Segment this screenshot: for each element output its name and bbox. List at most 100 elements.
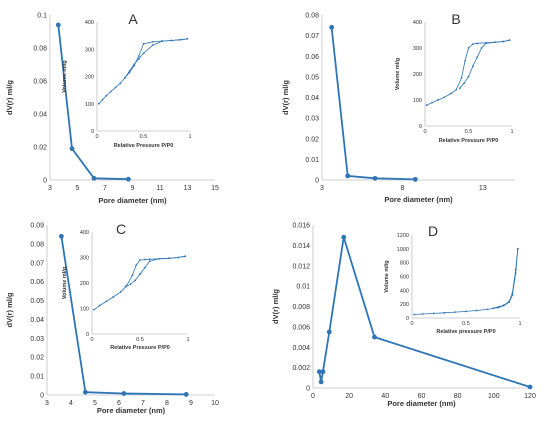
data-point bbox=[131, 274, 134, 277]
data-point bbox=[437, 99, 439, 101]
x-tick-label: 20 bbox=[345, 393, 353, 400]
y-tick-label: 0 bbox=[40, 393, 44, 400]
data-point bbox=[121, 391, 127, 396]
x-tick-label: 120 bbox=[524, 393, 536, 400]
inset-x-axis-label: Relative Pressure P/P0 bbox=[439, 138, 499, 144]
data-point bbox=[124, 76, 126, 79]
inset-y-axis-label: Volume ml/g bbox=[62, 267, 68, 299]
data-point bbox=[421, 313, 424, 315]
y-tick-label: 0.05 bbox=[305, 74, 319, 81]
y-tick-label: 0.008 bbox=[292, 304, 310, 311]
y-tick-label: 0.09 bbox=[30, 223, 44, 230]
data-point bbox=[458, 87, 461, 90]
panel-letter: D bbox=[428, 223, 438, 239]
y-tick-label: 0.02 bbox=[305, 136, 319, 143]
y-tick-label: 0 bbox=[315, 178, 319, 185]
y-tick-label: 0 bbox=[91, 129, 94, 135]
x-tick-label: 0 bbox=[90, 337, 93, 343]
data-point bbox=[98, 304, 101, 307]
data-point bbox=[476, 42, 479, 45]
main-plot-B: 3 8 13 0 0.01 0.02 0.03 0.04 0.05 0.06 0.07 0.08 Por… bbox=[281, 11, 515, 204]
y-tick-label: 0.05 bbox=[30, 298, 44, 305]
y-axis-label: dV(r) ml/g bbox=[281, 80, 290, 115]
data-point bbox=[455, 88, 458, 91]
x-tick-label: 0 bbox=[95, 134, 98, 140]
y-tick-label: 0.012 bbox=[292, 263, 310, 270]
data-point bbox=[480, 47, 483, 49]
data-point bbox=[514, 268, 517, 271]
y-tick-label: 200 bbox=[400, 302, 409, 308]
data-point bbox=[463, 82, 466, 84]
x-tick-label: 3 bbox=[48, 185, 52, 192]
data-point bbox=[55, 22, 61, 28]
data-point bbox=[450, 92, 452, 95]
y-tick-label: 0.04 bbox=[33, 112, 47, 119]
y-tick-label: 200 bbox=[413, 72, 422, 78]
data-point bbox=[508, 300, 511, 303]
y-tick-label: 800 bbox=[400, 261, 409, 267]
x-tick-label: 7 bbox=[103, 185, 107, 192]
data-point bbox=[184, 255, 187, 258]
data-point bbox=[425, 104, 428, 107]
data-point bbox=[516, 247, 519, 250]
data-point bbox=[471, 43, 474, 45]
data-point bbox=[97, 102, 100, 105]
inset-x-axis-label: Relative pressure P/P0 bbox=[436, 329, 495, 335]
y-tick-label: 0.04 bbox=[305, 95, 319, 102]
x-tick-label: 8 bbox=[165, 400, 169, 407]
y-tick-label: 300 bbox=[85, 47, 94, 53]
inset-y-axis-label: Volume ml/g bbox=[384, 260, 390, 292]
data-point bbox=[125, 176, 131, 182]
x-tick-label: 40 bbox=[381, 393, 389, 400]
data-point bbox=[413, 313, 416, 316]
panel-letter: B bbox=[451, 11, 460, 27]
x-tick-label: 7 bbox=[141, 400, 145, 407]
data-point bbox=[158, 257, 161, 260]
series-line-0 bbox=[426, 39, 510, 106]
data-point bbox=[412, 176, 418, 182]
y-tick-label: 400 bbox=[413, 20, 422, 26]
x-tick-label: 100 bbox=[488, 393, 500, 400]
y-tick-label: 0.04 bbox=[30, 317, 44, 324]
data-point bbox=[101, 98, 104, 101]
data-point bbox=[105, 94, 108, 97]
data-point bbox=[167, 257, 170, 260]
data-point bbox=[431, 101, 433, 104]
data-point bbox=[443, 96, 446, 99]
y-tick-label: 100 bbox=[85, 102, 94, 108]
series-line-0 bbox=[57, 24, 129, 181]
data-point bbox=[105, 300, 108, 303]
y-axis-label: dV(r) ml/g bbox=[5, 80, 14, 115]
x-tick-label: 0.5 bbox=[462, 321, 470, 327]
x-tick-label: 13 bbox=[184, 185, 192, 192]
x-tick-label: 5 bbox=[93, 400, 97, 407]
x-tick-label: 9 bbox=[189, 400, 193, 407]
y-tick-label: 0.004 bbox=[292, 345, 310, 352]
data-point bbox=[148, 258, 151, 261]
y-tick-label: 0.06 bbox=[305, 54, 319, 61]
x-tick-label: 0 bbox=[311, 393, 315, 400]
data-point bbox=[508, 39, 511, 42]
y-axis-label: dV(r) ml/g bbox=[5, 292, 14, 327]
data-point bbox=[493, 41, 496, 44]
y-tick-label: 0 bbox=[306, 386, 310, 393]
x-tick-label: 0.5 bbox=[465, 129, 473, 135]
y-tick-label: 0 bbox=[406, 316, 409, 322]
y-tick-label: 100 bbox=[413, 98, 422, 104]
data-point bbox=[137, 55, 140, 57]
series-line-1 bbox=[459, 39, 510, 89]
y-tick-label: 0.02 bbox=[33, 145, 47, 152]
x-tick-label: 1 bbox=[510, 129, 513, 135]
data-point bbox=[345, 173, 351, 179]
y-tick-label: 0.08 bbox=[305, 13, 319, 20]
y-tick-label: 0.01 bbox=[305, 157, 319, 164]
x-tick-label: 80 bbox=[454, 393, 462, 400]
data-point bbox=[91, 175, 97, 181]
y-tick-label: 0.006 bbox=[292, 324, 310, 331]
data-point bbox=[83, 389, 88, 395]
y-tick-label: 0 bbox=[43, 178, 47, 185]
data-point bbox=[151, 44, 154, 47]
y-tick-label: 0.06 bbox=[33, 79, 47, 86]
data-point bbox=[112, 296, 115, 298]
data-point bbox=[465, 310, 467, 313]
